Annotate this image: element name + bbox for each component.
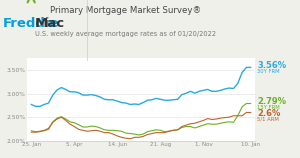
Text: Primary Mortgage Market Survey®: Primary Mortgage Market Survey®: [50, 6, 202, 15]
Text: 15Y FRM: 15Y FRM: [257, 105, 280, 110]
Text: 30Y FRM: 30Y FRM: [257, 69, 280, 74]
Text: 2.79%: 2.79%: [257, 97, 286, 106]
Text: 2.6%: 2.6%: [257, 109, 280, 118]
Text: Mac: Mac: [34, 17, 64, 30]
Text: 5/1 ARM: 5/1 ARM: [257, 116, 279, 122]
Text: 3.56%: 3.56%: [257, 61, 286, 70]
Text: Freddie: Freddie: [3, 17, 59, 30]
Text: U.S. weekly average mortgage rates as of 01/20/2022: U.S. weekly average mortgage rates as of…: [35, 31, 217, 37]
